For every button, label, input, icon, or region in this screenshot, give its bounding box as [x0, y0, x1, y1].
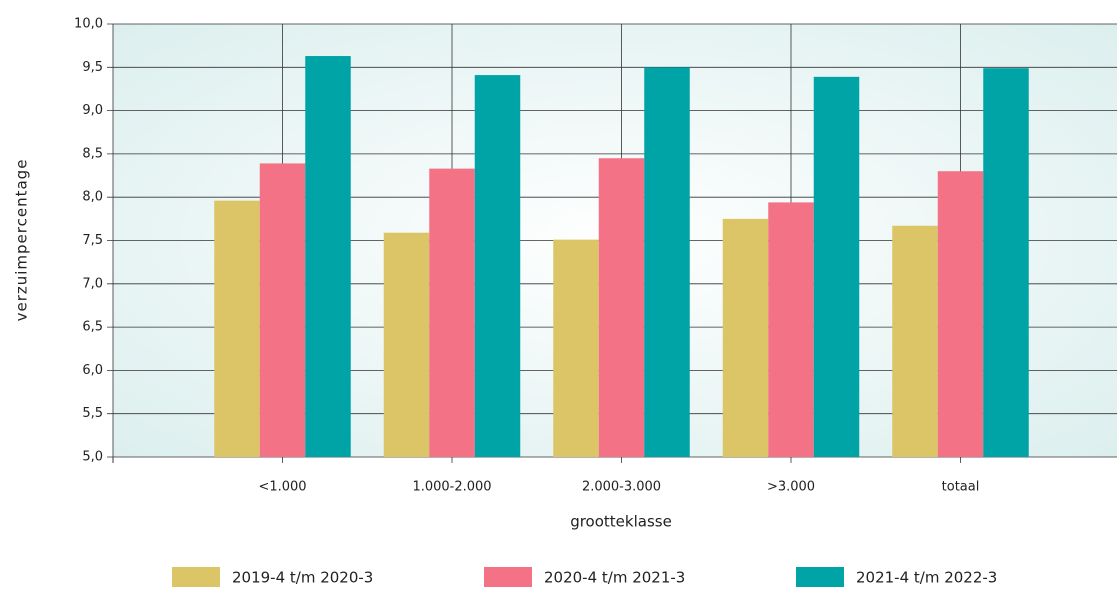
bar — [644, 67, 690, 458]
x-axis-label: grootteklasse — [570, 513, 672, 531]
legend-swatch — [172, 567, 220, 587]
bar — [474, 75, 521, 458]
y-tick-label: 6,5 — [82, 320, 103, 335]
y-tick-label: 8,5 — [82, 146, 103, 161]
y-tick-label: 9,0 — [82, 103, 103, 118]
legend-label: 2020-4 t/m 2021-3 — [544, 569, 685, 587]
y-tick-label: 7,5 — [82, 233, 103, 248]
bar — [305, 56, 351, 458]
x-tick-label: <1.000 — [258, 480, 306, 495]
bar — [429, 168, 475, 457]
y-axis-label: verzuimpercentage — [13, 159, 31, 322]
legend-label: 2021-4 t/m 2022-3 — [856, 569, 997, 587]
bar — [768, 202, 814, 457]
y-tick-label: 5,5 — [82, 406, 103, 421]
y-tick-label: 8,0 — [82, 190, 103, 205]
bar — [892, 225, 938, 457]
legend-label: 2019-4 t/m 2020-3 — [232, 569, 373, 587]
y-tick-label: 10,0 — [74, 17, 103, 32]
legend-swatch — [796, 567, 844, 587]
bar — [214, 200, 260, 457]
legend-swatch — [484, 567, 532, 587]
bar — [598, 158, 645, 458]
bar — [553, 239, 599, 457]
bar — [722, 218, 769, 457]
y-tick-label: 9,5 — [82, 60, 103, 75]
x-tick-label: totaal — [942, 480, 980, 495]
bar — [983, 68, 1029, 457]
x-tick-label: 1.000-2.000 — [412, 480, 491, 495]
x-tick-label: 2.000-3.000 — [582, 480, 661, 495]
x-tick-label: >3.000 — [767, 480, 815, 495]
bar — [937, 171, 984, 457]
bar — [259, 163, 306, 457]
bar — [813, 76, 860, 458]
bar — [383, 232, 430, 457]
y-tick-label: 7,0 — [82, 276, 103, 291]
y-tick-label: 5,0 — [82, 450, 103, 465]
y-tick-label: 6,0 — [82, 363, 103, 378]
